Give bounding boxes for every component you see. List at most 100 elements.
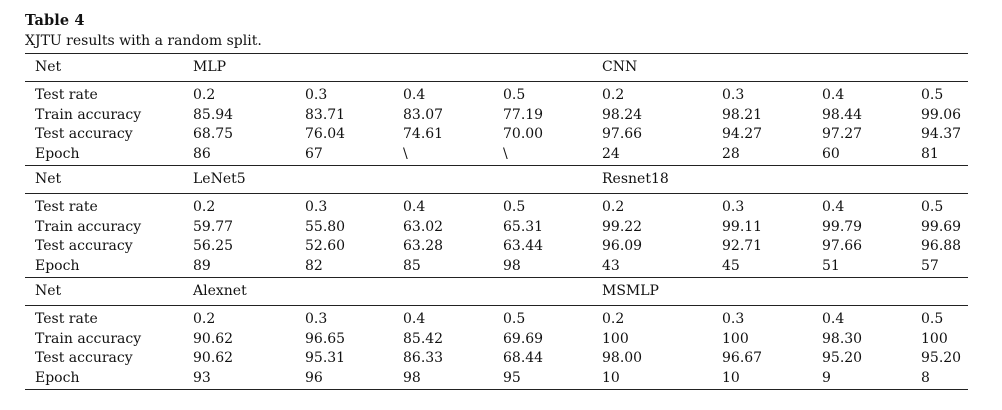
table-cell: 0.2 xyxy=(602,199,625,215)
group-separator-rule xyxy=(25,277,968,278)
table-cell: 51 xyxy=(822,257,840,274)
table-cell: 8 xyxy=(921,369,930,386)
model-name-right: Resnet18 xyxy=(602,171,669,187)
net-header-label: Net xyxy=(35,283,62,299)
table-cell: 94.37 xyxy=(921,126,962,142)
table-cell: 95.20 xyxy=(921,350,962,366)
table-cell: 100 xyxy=(722,330,749,347)
table-cell: 74.61 xyxy=(403,126,444,142)
table-cell: 56.25 xyxy=(193,238,234,254)
table-cell: 99.06 xyxy=(921,106,962,123)
table-cell: 100 xyxy=(602,330,629,347)
group-separator-rule xyxy=(25,165,968,166)
table-cell: 0.2 xyxy=(602,311,625,327)
table-cell: 0.2 xyxy=(193,199,216,215)
table-cell: 65.31 xyxy=(503,218,544,235)
table-cell: 94.27 xyxy=(722,126,763,142)
table-cell: 0.4 xyxy=(403,199,426,215)
table-cell: 63.28 xyxy=(403,238,444,254)
table-cell: 0.5 xyxy=(921,87,944,103)
table-cell: 0.3 xyxy=(722,311,745,327)
table-cell: 0.4 xyxy=(822,311,845,327)
table-cell: 10 xyxy=(602,369,620,386)
table-cell: 99.22 xyxy=(602,218,643,235)
table-cell: 63.02 xyxy=(403,218,444,235)
table-cell: 98 xyxy=(503,257,521,274)
table-cell: 0.3 xyxy=(305,311,328,327)
table-cell: 85.94 xyxy=(193,106,234,123)
row-label: Epoch xyxy=(35,145,80,162)
table-cell: 96.09 xyxy=(602,238,643,254)
table-cell: 0.5 xyxy=(503,87,526,103)
table-cell: 92.71 xyxy=(722,238,763,254)
table-cell: 68.44 xyxy=(503,350,544,366)
table-cell: 97.66 xyxy=(822,238,863,254)
table-cell: 93 xyxy=(193,369,211,386)
table-cell: 70.00 xyxy=(503,126,544,142)
table-cell: 98.44 xyxy=(822,106,863,123)
table-cell: \ xyxy=(403,145,408,162)
table-cell: 0.5 xyxy=(503,199,526,215)
model-name-left: Alexnet xyxy=(193,283,247,299)
table-cell: 76.04 xyxy=(305,126,346,142)
table-cell: 98.24 xyxy=(602,106,643,123)
table-cell: 0.4 xyxy=(403,311,426,327)
table-cell: 52.60 xyxy=(305,238,346,254)
group-header-rule xyxy=(25,81,968,82)
table-cell: 68.75 xyxy=(193,126,234,142)
row-label: Test accuracy xyxy=(35,126,133,142)
row-label: Test rate xyxy=(35,87,98,103)
table-caption-text: XJTU results with a random split. xyxy=(25,33,262,49)
row-label: Train accuracy xyxy=(35,218,142,235)
group-header-rule xyxy=(25,305,968,306)
table-cell: 59.77 xyxy=(193,218,234,235)
row-label: Test rate xyxy=(35,199,98,215)
table-cell: 98.30 xyxy=(822,330,863,347)
table-cell: 63.44 xyxy=(503,238,544,254)
table-cell: \ xyxy=(503,145,508,162)
table-cell: 0.4 xyxy=(822,87,845,103)
table-cell: 60 xyxy=(822,145,840,162)
model-name-left: MLP xyxy=(193,59,227,75)
table-cell: 55.80 xyxy=(305,218,346,235)
table-cell: 97.27 xyxy=(822,126,863,142)
table-cell: 81 xyxy=(921,145,939,162)
table-cell: 98.21 xyxy=(722,106,763,123)
model-name-right: MSMLP xyxy=(602,283,659,299)
table-caption-label: Table 4 xyxy=(25,12,85,29)
table-cell: 85.42 xyxy=(403,330,444,347)
table-cell: 98.00 xyxy=(602,350,643,366)
table-cell: 45 xyxy=(722,257,740,274)
table-cell: 0.3 xyxy=(305,87,328,103)
row-label: Test accuracy xyxy=(35,238,133,254)
table-cell: 10 xyxy=(722,369,740,386)
table-cell: 83.71 xyxy=(305,106,346,123)
table-cell: 0.5 xyxy=(503,311,526,327)
table-cell: 96.88 xyxy=(921,238,962,254)
table-cell: 67 xyxy=(305,145,323,162)
table-cell: 0.2 xyxy=(193,311,216,327)
group-header-rule xyxy=(25,193,968,194)
table-cell: 82 xyxy=(305,257,323,274)
row-label: Epoch xyxy=(35,369,80,386)
table-cell: 0.3 xyxy=(722,87,745,103)
model-name-left: LeNet5 xyxy=(193,171,246,187)
table-cell: 0.4 xyxy=(403,87,426,103)
table-cell: 96.67 xyxy=(722,350,763,366)
row-label: Train accuracy xyxy=(35,106,142,123)
table-cell: 95 xyxy=(503,369,521,386)
table-cell: 0.5 xyxy=(921,311,944,327)
table-cell: 85 xyxy=(403,257,421,274)
table-cell: 0.2 xyxy=(193,87,216,103)
table-top-rule xyxy=(25,53,968,54)
table-cell: 99.79 xyxy=(822,218,863,235)
table-cell: 0.5 xyxy=(921,199,944,215)
net-header-label: Net xyxy=(35,171,62,187)
table-cell: 95.20 xyxy=(822,350,863,366)
table-cell: 98 xyxy=(403,369,421,386)
table-cell: 0.2 xyxy=(602,87,625,103)
table-cell: 90.62 xyxy=(193,330,234,347)
row-label: Test accuracy xyxy=(35,350,133,366)
table-cell: 97.66 xyxy=(602,126,643,142)
row-label: Test rate xyxy=(35,311,98,327)
